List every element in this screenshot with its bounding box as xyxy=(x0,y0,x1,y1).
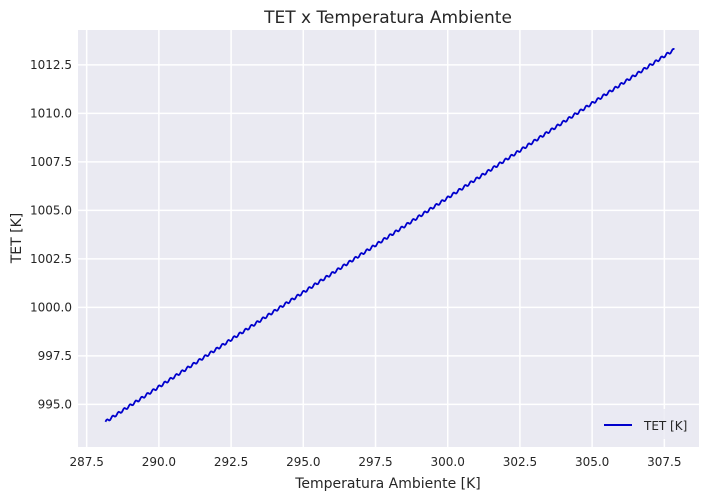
y-tick-label: 1007.5 xyxy=(30,155,72,169)
x-tick-labels: 287.5 290.0 292.5 295.0 297.5 300.0 302.5 305.0… xyxy=(69,455,681,469)
y-tick-label: 995.0 xyxy=(38,397,72,411)
legend: TET [K] xyxy=(594,409,692,439)
x-tick-label: 287.5 xyxy=(69,455,103,469)
x-tick-label: 295.0 xyxy=(286,455,320,469)
x-tick-label: 290.0 xyxy=(142,455,176,469)
y-tick-labels: 995.0 997.5 1000.0 1002.5 1005.0 1007.5 1010.0… xyxy=(30,58,72,411)
y-tick-label: 1005.0 xyxy=(30,203,72,217)
series-line-tet xyxy=(104,47,675,423)
y-tick-label: 1012.5 xyxy=(30,58,72,72)
y-tick-label: 1000.0 xyxy=(30,300,72,314)
x-tick-label: 307.5 xyxy=(647,455,681,469)
y-axis-label: TET [K] xyxy=(9,213,25,265)
plot-area xyxy=(78,30,699,447)
x-gridlines xyxy=(85,30,666,447)
y-tick-label: 997.5 xyxy=(38,349,72,363)
y-gridlines xyxy=(78,64,699,406)
y-tick-label: 1010.0 xyxy=(30,106,72,120)
x-axis-label: Temperatura Ambiente [K] xyxy=(294,476,481,492)
chart-title: TET x Temperatura Ambiente xyxy=(263,8,512,28)
x-tick-label: 302.5 xyxy=(503,455,537,469)
legend-label: TET [K] xyxy=(643,419,687,433)
y-tick-label: 1002.5 xyxy=(30,252,72,266)
x-tick-label: 292.5 xyxy=(214,455,248,469)
series-group xyxy=(104,47,675,423)
x-tick-label: 297.5 xyxy=(358,455,392,469)
legend-box xyxy=(594,409,692,439)
x-tick-label: 300.0 xyxy=(431,455,465,469)
x-tick-label: 305.0 xyxy=(575,455,609,469)
